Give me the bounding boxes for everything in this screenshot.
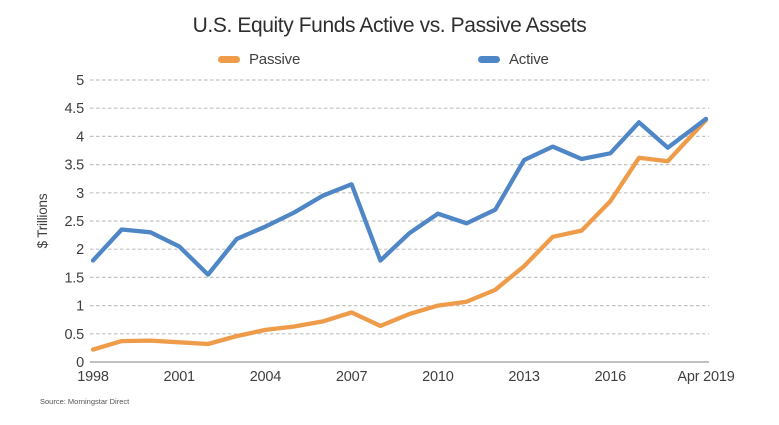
y-tick-label: 3 <box>76 186 84 202</box>
x-tick-label: 2007 <box>336 369 368 385</box>
x-tick-label: 2016 <box>595 369 627 385</box>
y-tick-label: 3.5 <box>64 158 84 174</box>
y-tick-label: 0.5 <box>64 327 84 343</box>
x-tick-label: 2010 <box>422 369 454 385</box>
y-tick-label: 0 <box>76 355 84 371</box>
source-note: Source: Morningstar Direct <box>40 397 130 406</box>
y-tick-label: 4 <box>76 129 84 145</box>
y-tick-label: 1.5 <box>64 270 84 286</box>
active-legend-swatch-icon <box>478 56 500 63</box>
y-axis-title: $ Trillions <box>35 193 50 248</box>
x-tick-label: 2013 <box>508 369 540 385</box>
passive-line <box>90 117 709 352</box>
x-tick-label: 1998 <box>77 369 109 385</box>
active-line <box>90 116 709 277</box>
y-tick-label: 2.5 <box>64 214 84 230</box>
legend-item-passive: Passive <box>218 51 300 68</box>
active-legend-label: Active <box>509 51 549 68</box>
y-tick-label: 1 <box>76 299 84 315</box>
y-tick-label: 2 <box>76 242 84 258</box>
passive-legend-swatch-icon <box>218 56 240 63</box>
x-tick-label: 2004 <box>250 369 282 385</box>
y-tick-label: 4.5 <box>64 101 84 117</box>
passive-legend-label: Passive <box>249 51 301 68</box>
y-tick-label: 5 <box>76 73 84 89</box>
legend-item-active: Active <box>478 51 549 68</box>
x-tick-label: Apr 2019 <box>677 369 734 385</box>
x-tick-label: 2001 <box>163 369 195 385</box>
chart-title: U.S. Equity Funds Active vs. Passive Ass… <box>192 14 587 37</box>
